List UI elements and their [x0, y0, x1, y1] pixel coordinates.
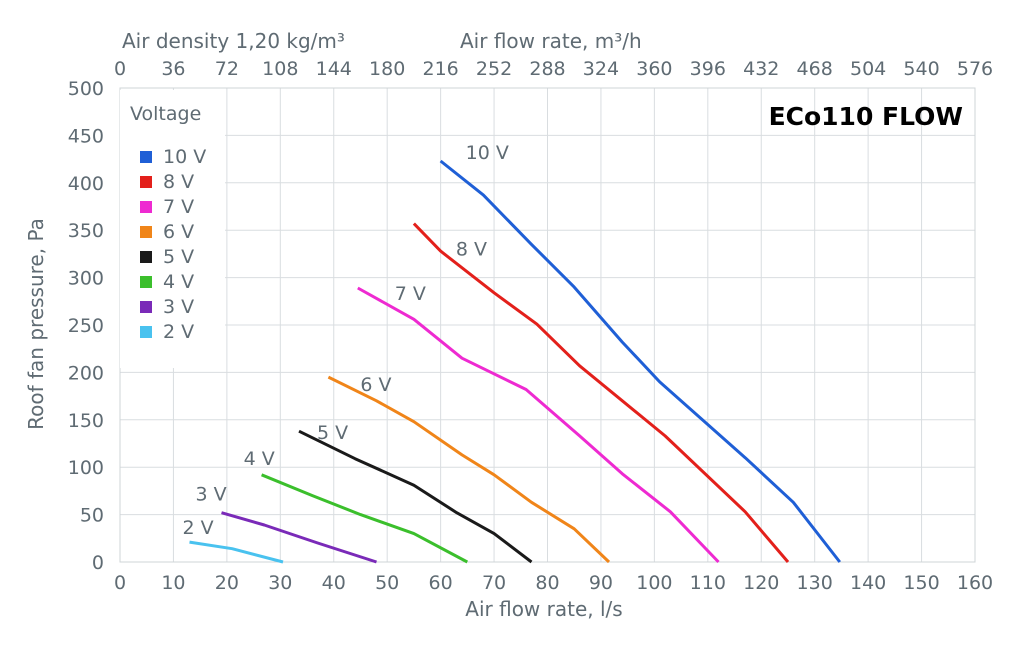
series-lines — [189, 159, 841, 564]
top-tick-label: 576 — [957, 58, 993, 80]
x-tick-label: 90 — [589, 572, 613, 594]
x-tick-label: 0 — [114, 572, 126, 594]
x-tick-label: 50 — [375, 572, 399, 594]
series-label: 8 V — [456, 239, 487, 261]
legend-swatch — [140, 176, 152, 188]
series-line — [357, 286, 720, 564]
x-tick-label: 110 — [690, 572, 726, 594]
legend-swatch — [140, 151, 152, 163]
top-tick-label: 72 — [215, 58, 239, 80]
legend-swatch — [140, 251, 152, 263]
y-tick-label: 50 — [80, 505, 104, 527]
series-line — [189, 540, 284, 564]
legend-label: 4 V — [163, 271, 194, 293]
y-tick-label: 350 — [68, 220, 104, 242]
x-tick-label: 100 — [636, 572, 672, 594]
x-axis-title: Air flow rate, l/s — [465, 597, 622, 621]
series-labels: 10 V 8 V 7 V 6 V 5 V 4 V 3 V 2 V — [182, 142, 508, 539]
x-tick-label: 10 — [161, 572, 185, 594]
axis-ticks: 0 10 20 30 40 50 60 70 80 90 100 110 120 130 140 150 160… — [68, 58, 993, 594]
top-axis-title-flow: Air flow rate, m³/h — [460, 29, 642, 53]
y-tick-label: 500 — [68, 78, 104, 100]
y-tick-label: 300 — [68, 268, 104, 290]
legend-swatch — [140, 326, 152, 338]
grid — [119, 87, 976, 563]
x-tick-label: 120 — [743, 572, 779, 594]
series-label: 5 V — [317, 422, 348, 444]
top-tick-label: 252 — [476, 58, 512, 80]
legend-swatch — [140, 201, 152, 213]
series-line — [261, 473, 469, 564]
x-tick-label: 30 — [268, 572, 292, 594]
top-tick-label: 288 — [529, 58, 565, 80]
top-tick-label: 108 — [262, 58, 298, 80]
legend-label: 10 V — [163, 146, 206, 168]
top-tick-label: 144 — [316, 58, 352, 80]
top-tick-label: 324 — [583, 58, 619, 80]
legend-swatch — [140, 226, 152, 238]
top-tick-label: 360 — [636, 58, 672, 80]
top-tick-label: 468 — [797, 58, 833, 80]
series-label: 4 V — [244, 448, 275, 470]
top-tick-label: 396 — [690, 58, 726, 80]
x-tick-label: 60 — [429, 572, 453, 594]
legend-swatch — [140, 301, 152, 313]
y-tick-label: 150 — [68, 410, 104, 432]
y-tick-label: 250 — [68, 315, 104, 337]
top-tick-label: 0 — [114, 58, 126, 80]
series-label: 6 V — [360, 374, 391, 396]
legend-swatch — [140, 276, 152, 288]
top-axis-title-density: Air density 1,20 kg/m³ — [122, 29, 345, 53]
top-tick-label: 504 — [850, 58, 886, 80]
top-tick-label: 216 — [422, 58, 458, 80]
legend-label: 7 V — [163, 196, 194, 218]
x-tick-label: 70 — [482, 572, 506, 594]
x-tick-label: 80 — [535, 572, 559, 594]
legend-label: 3 V — [163, 296, 194, 318]
series-label: 3 V — [196, 484, 227, 506]
series-label: 7 V — [395, 283, 426, 305]
x-tick-label: 160 — [957, 572, 993, 594]
top-tick-label: 180 — [369, 58, 405, 80]
series-line — [439, 159, 841, 563]
x-tick-label: 40 — [322, 572, 346, 594]
y-tick-label: 400 — [68, 173, 104, 195]
x-tick-label: 140 — [850, 572, 886, 594]
y-tick-label: 200 — [68, 362, 104, 384]
legend-label: 5 V — [163, 246, 194, 268]
y-tick-label: 100 — [68, 457, 104, 479]
series-label: 10 V — [466, 142, 509, 164]
series-line — [327, 375, 611, 564]
legend-label: 2 V — [163, 321, 194, 343]
x-tick-label: 150 — [903, 572, 939, 594]
chart-brand-title: ECo110 FLOW — [769, 102, 963, 131]
y-tick-label: 450 — [68, 125, 104, 147]
top-tick-label: 540 — [903, 58, 939, 80]
series-label: 2 V — [182, 517, 213, 539]
top-tick-label: 36 — [161, 58, 185, 80]
top-tick-label: 432 — [743, 58, 779, 80]
legend-background — [120, 90, 225, 368]
legend: 10 V 8 V 7 V 6 V 5 V 4 V 3 V 2 V — [140, 146, 206, 343]
x-tick-label: 20 — [215, 572, 239, 594]
legend-label: 8 V — [163, 171, 194, 193]
legend-title: Voltage — [130, 103, 201, 125]
series-line — [412, 222, 790, 563]
legend-label: 6 V — [163, 221, 194, 243]
series-line — [298, 429, 533, 564]
y-tick-label: 0 — [92, 552, 104, 574]
series-line — [221, 511, 377, 564]
x-tick-label: 130 — [797, 572, 833, 594]
y-axis-title: Roof fan pressure, Pa — [24, 218, 48, 430]
